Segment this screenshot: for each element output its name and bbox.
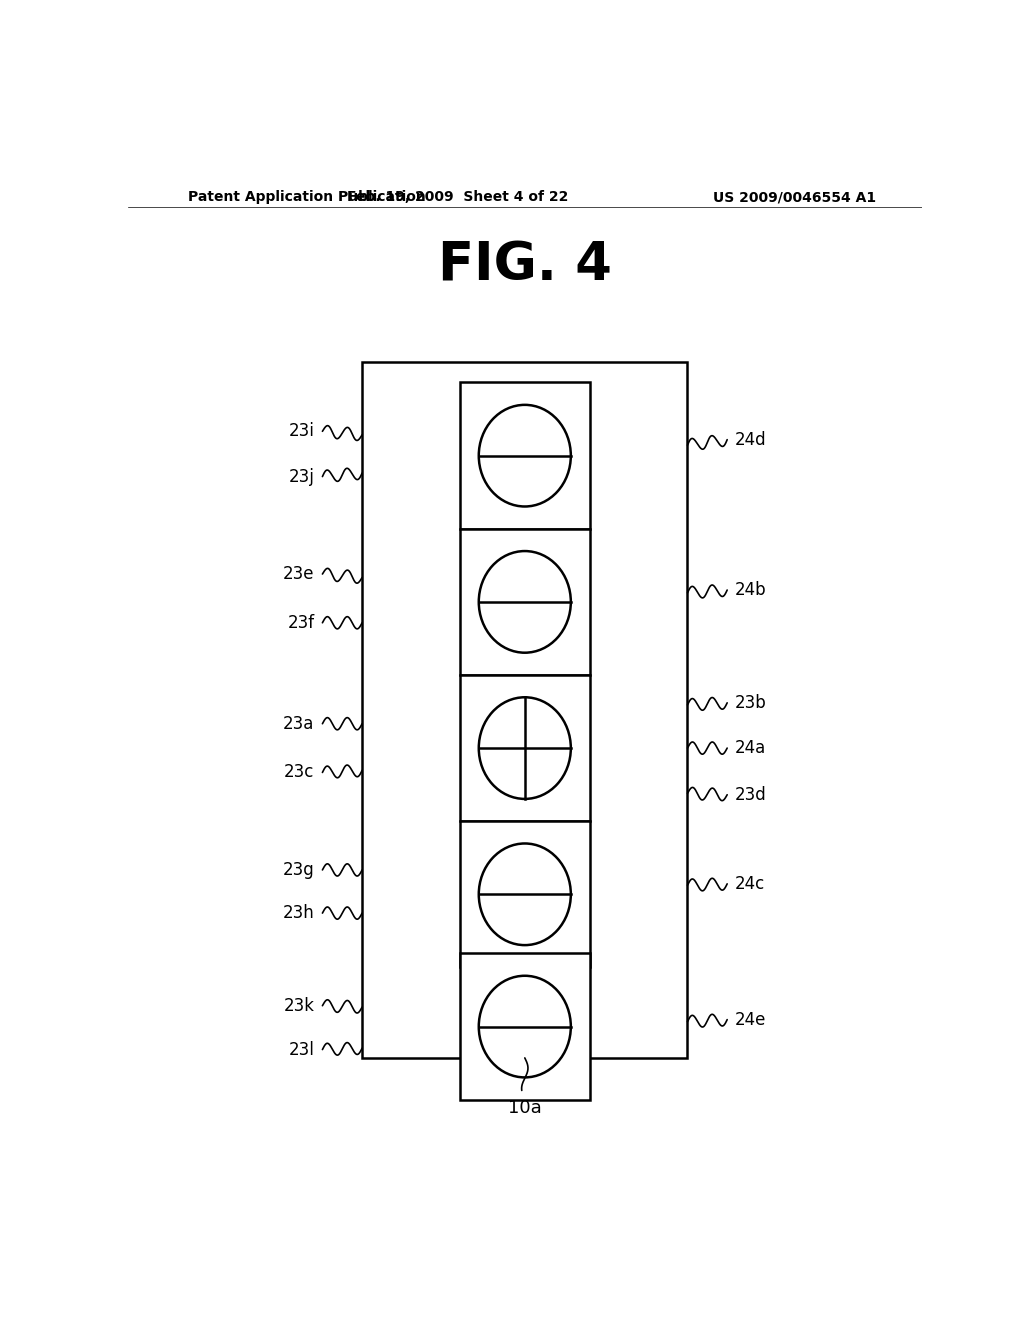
Text: 23e: 23e bbox=[283, 565, 314, 583]
Text: Patent Application Publication: Patent Application Publication bbox=[187, 190, 425, 205]
Text: 24a: 24a bbox=[735, 739, 766, 758]
Ellipse shape bbox=[479, 843, 570, 945]
Bar bbox=[460, 675, 590, 821]
Text: 23h: 23h bbox=[283, 904, 314, 923]
Bar bbox=[460, 953, 590, 1100]
Text: US 2009/0046554 A1: US 2009/0046554 A1 bbox=[713, 190, 877, 205]
Ellipse shape bbox=[479, 550, 570, 652]
Ellipse shape bbox=[479, 975, 570, 1077]
Text: 23b: 23b bbox=[735, 694, 767, 711]
Text: Feb. 19, 2009  Sheet 4 of 22: Feb. 19, 2009 Sheet 4 of 22 bbox=[347, 190, 568, 205]
Ellipse shape bbox=[479, 697, 570, 799]
Text: 23g: 23g bbox=[283, 861, 314, 879]
Bar bbox=[460, 529, 590, 675]
Text: 23l: 23l bbox=[289, 1040, 314, 1059]
Bar bbox=[362, 362, 687, 1057]
Text: 23k: 23k bbox=[284, 997, 314, 1015]
Text: 24c: 24c bbox=[735, 875, 765, 892]
Text: 23j: 23j bbox=[289, 467, 314, 486]
Text: 24b: 24b bbox=[735, 581, 767, 599]
Text: 23c: 23c bbox=[284, 763, 314, 781]
Text: FIG. 4: FIG. 4 bbox=[438, 239, 611, 292]
Text: 23i: 23i bbox=[289, 422, 314, 441]
Text: 24d: 24d bbox=[735, 430, 767, 449]
Bar bbox=[460, 821, 590, 968]
Text: 23f: 23f bbox=[288, 614, 314, 632]
Text: 24e: 24e bbox=[735, 1011, 767, 1028]
Text: 10a: 10a bbox=[508, 1098, 542, 1117]
Ellipse shape bbox=[479, 405, 570, 507]
Text: 23a: 23a bbox=[283, 714, 314, 733]
Text: 23d: 23d bbox=[735, 785, 767, 804]
Bar bbox=[460, 383, 590, 529]
